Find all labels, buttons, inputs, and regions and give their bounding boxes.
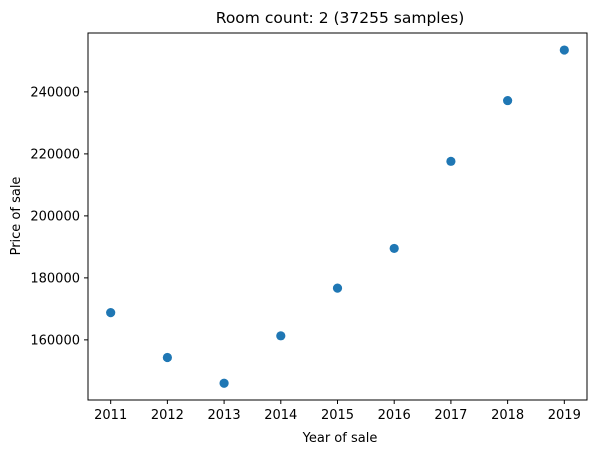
x-tick-label: 2015	[321, 408, 354, 423]
data-point	[219, 378, 229, 388]
data-point	[559, 45, 569, 55]
x-tick-label: 2018	[491, 408, 524, 423]
data-point	[106, 307, 116, 318]
y-tick-label: 240000	[30, 85, 80, 100]
plot-area: 2011 2012 2013 2014 2015 2016 2017 2018 2019 160…	[30, 32, 588, 423]
y-tick-label: 200000	[30, 209, 80, 224]
data-point	[332, 283, 343, 293]
data-point	[446, 156, 456, 166]
data-point	[162, 352, 172, 363]
x-tick-label: 2011	[94, 408, 127, 423]
y-axis-label: Price of sale	[9, 177, 24, 256]
data-points	[106, 45, 569, 388]
x-tick-label: 2013	[208, 408, 241, 423]
y-tick-label: 160000	[30, 333, 80, 348]
x-tick-label: 2012	[151, 408, 184, 423]
y-tick-label: 180000	[30, 271, 80, 286]
chart-title: Room count: 2 (37255 samples)	[216, 9, 465, 27]
y-axis-ticks: 160000 180000 200000 220000 240000	[30, 85, 88, 348]
x-tick-label: 2014	[264, 408, 297, 423]
x-tick-label: 2019	[548, 408, 581, 423]
y-tick-label: 220000	[30, 147, 80, 162]
data-point	[276, 331, 286, 341]
x-axis-label: Year of sale	[302, 431, 378, 446]
x-tick-label: 2016	[378, 408, 411, 423]
data-point	[389, 243, 399, 254]
data-point	[503, 95, 513, 106]
x-tick-label: 2017	[434, 408, 467, 423]
x-axis-ticks: 2011 2012 2013 2014 2015 2016 2017 2018 2019	[94, 400, 581, 423]
